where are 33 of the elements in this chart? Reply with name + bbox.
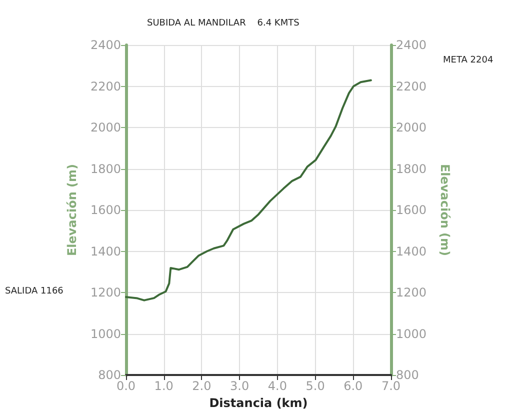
text: META 2204 — [443, 56, 494, 66]
y-axis-title: Elevación (m) — [65, 164, 79, 256]
y2-tick-label: 1000 — [396, 326, 427, 341]
y-tick-label: 1600 — [90, 203, 121, 217]
x-axis-title: Distancia (km) — [209, 396, 308, 410]
line-series — [125, 79, 372, 302]
y2-tick-label: 2200 — [396, 79, 427, 94]
y2-tick-label: 2400 — [396, 38, 427, 52]
y2-tick-label: 2000 — [396, 120, 427, 134]
chart-title: SUBIDA AL MANDILAR 6.4 KMTS — [147, 18, 300, 28]
x-tick-label: 6.0 — [344, 379, 363, 393]
y-tick-label: 2200 — [90, 79, 121, 94]
y-tick-label: 1000 — [90, 326, 121, 341]
y2-axis-title: Elevación (m) — [438, 164, 452, 256]
x-tick-label: 1.0 — [154, 379, 174, 393]
y2-tick-label: 800 — [396, 368, 419, 382]
x-tick-label: 4.0 — [268, 379, 287, 393]
y2-tick-label: 1200 — [396, 286, 427, 300]
text: SALIDA 1166 — [5, 286, 64, 296]
x-tick-label: 5.0 — [306, 379, 325, 393]
x-tick-label: 7.0 — [381, 379, 401, 393]
x-tick-label: 0.0 — [116, 379, 136, 393]
y2-tick-label: 1800 — [396, 162, 427, 176]
y-tick-label: 800 — [98, 368, 121, 382]
y2-tick-label: 1600 — [396, 203, 427, 217]
y-tick-label: 2000 — [90, 120, 121, 134]
y-tick-label: 1400 — [90, 244, 121, 258]
x-tick-label: 3.0 — [230, 379, 250, 393]
y2-tick-label: 1400 — [396, 244, 427, 258]
x-tick-label: 2.0 — [192, 379, 212, 393]
y-tick-label: 2400 — [90, 38, 121, 52]
y-tick-label: 1200 — [90, 286, 121, 300]
y-tick-label: 1800 — [90, 162, 121, 176]
